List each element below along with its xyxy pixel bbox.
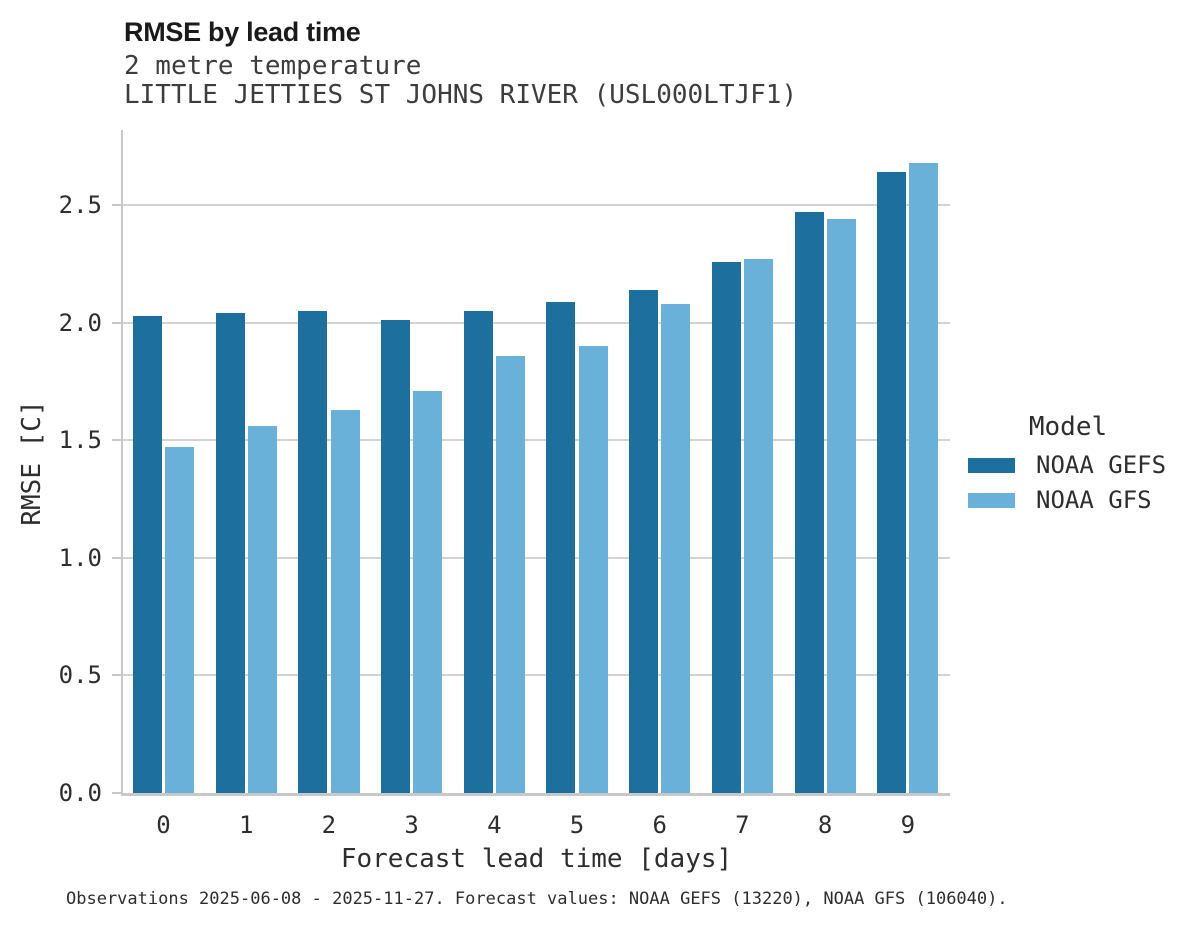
y-axis-spine <box>121 130 123 795</box>
legend-label-gfs: NOAA GFS <box>1036 486 1152 514</box>
bar-noaa-gfs-lead-6 <box>661 303 691 793</box>
bar-noaa-gefs-lead-8 <box>794 212 824 793</box>
x-tick-label-0: 0 <box>156 811 171 839</box>
x-tick-label-3: 3 <box>404 811 419 839</box>
gridline-y-0.5 <box>123 674 950 677</box>
gridline-y-2.5 <box>123 204 950 207</box>
bar-noaa-gefs-lead-1 <box>215 313 245 793</box>
chart-subtitle-station: LITTLE JETTIES ST JOHNS RIVER (USL000LTJ… <box>124 80 798 110</box>
x-tick-label-6: 6 <box>652 811 667 839</box>
y-tick-mark-1.0 <box>112 556 121 559</box>
bar-noaa-gfs-lead-3 <box>413 390 443 793</box>
y-tick-label-2.0: 2.0 <box>58 308 102 337</box>
x-tick-label-2: 2 <box>321 811 337 839</box>
bar-noaa-gefs-lead-3 <box>381 320 410 793</box>
legend: Model NOAA GEFS NOAA GFS <box>968 411 1168 522</box>
chart-subtitle-variable: 2 metre temperature <box>124 51 422 81</box>
legend-title: Model <box>1028 412 1108 442</box>
bar-noaa-gfs-lead-0 <box>165 447 195 793</box>
y-tick-label-0.5: 0.5 <box>58 661 102 690</box>
x-tick-label-4: 4 <box>487 811 502 839</box>
legend-swatch-gefs <box>968 457 1015 473</box>
x-tick-label-9: 9 <box>900 811 916 839</box>
footer-caption: Observations 2025-06-08 - 2025-11-27. Fo… <box>66 889 1008 909</box>
y-tick-label-1.5: 1.5 <box>58 426 102 455</box>
bar-noaa-gfs-lead-4 <box>495 355 525 793</box>
legend-label-gefs: NOAA GEFS <box>1036 451 1167 479</box>
bar-noaa-gefs-lead-9 <box>877 172 907 793</box>
bar-noaa-gfs-lead-8 <box>826 219 856 793</box>
y-tick-mark-2.0 <box>112 321 121 324</box>
chart-title: RMSE by lead time <box>124 17 361 47</box>
y-tick-mark-2.5 <box>112 204 121 207</box>
plot-area <box>112 130 950 796</box>
y-tick-mark-1.5 <box>112 439 121 442</box>
y-tick-label-2.5: 2.5 <box>58 191 102 220</box>
legend-entry-gfs: NOAA GFS <box>968 486 1168 514</box>
bar-noaa-gefs-lead-7 <box>711 261 741 793</box>
y-tick-label-1.0: 1.0 <box>58 543 102 572</box>
bar-noaa-gfs-lead-2 <box>330 409 360 793</box>
y-tick-mark-0.0 <box>112 792 121 794</box>
y-tick-label-0.0: 0.0 <box>58 779 102 807</box>
bar-noaa-gefs-lead-5 <box>546 301 576 793</box>
legend-entry-gefs: NOAA GEFS <box>968 451 1168 479</box>
x-tick-label-7: 7 <box>735 811 750 839</box>
y-tick-mark-0.5 <box>112 674 121 677</box>
x-axis-title: Forecast lead time [days] <box>340 844 733 874</box>
bar-noaa-gefs-lead-0 <box>132 315 162 793</box>
x-tick-label-5: 5 <box>569 811 585 839</box>
bar-noaa-gefs-lead-6 <box>629 289 659 793</box>
legend-swatch-gfs <box>968 492 1015 508</box>
y-axis-title: RMSE [C] <box>17 400 47 526</box>
bar-noaa-gfs-lead-7 <box>744 259 773 793</box>
bar-noaa-gfs-lead-1 <box>247 426 277 793</box>
bar-noaa-gefs-lead-2 <box>298 311 328 793</box>
x-axis-spine <box>121 793 950 796</box>
bar-noaa-gefs-lead-4 <box>463 311 493 793</box>
gridline-y-1.5 <box>123 439 950 442</box>
bar-noaa-gfs-lead-9 <box>909 162 939 793</box>
x-tick-label-1: 1 <box>238 811 254 839</box>
gridline-y-1.0 <box>123 556 950 559</box>
x-tick-label-8: 8 <box>817 811 833 839</box>
gridline-y-2.0 <box>123 321 950 324</box>
bar-noaa-gfs-lead-5 <box>578 346 608 793</box>
